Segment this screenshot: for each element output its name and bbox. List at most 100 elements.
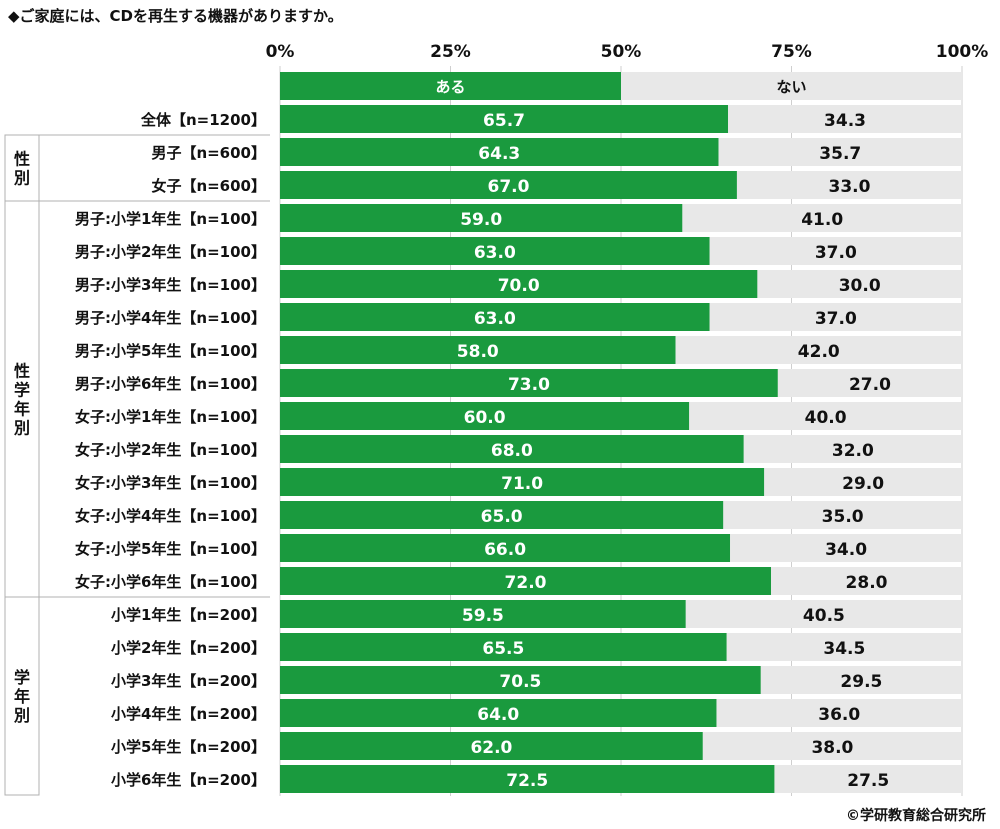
data-label-no: 37.0 [815,243,857,263]
category-label: 男子:小学4年生【n=100】 [75,309,266,327]
bar-yes [280,732,703,760]
data-label-yes: 72.5 [506,771,548,791]
bars: 65.7 34.3 64.3 35.7 67.0 33.0 59.0 41.0 63.0 37.0… [280,105,962,793]
bar-no [689,402,962,430]
data-label-yes: 65.0 [481,507,523,527]
bar-no [743,435,962,463]
group-box [4,596,40,796]
data-label-yes: 68.0 [491,441,533,461]
data-label-no: 27.5 [847,771,889,791]
data-label-no: 29.0 [842,474,884,494]
bar-yes [280,303,710,331]
bar-no [682,204,962,232]
data-label-yes: 59.0 [460,210,502,230]
category-label: 男子:小学2年生【n=100】 [75,243,266,261]
data-label-no: 33.0 [828,177,870,197]
data-label-no: 28.0 [846,573,888,593]
data-label-yes: 63.0 [474,243,516,263]
bar-yes [280,336,676,364]
category-label: 男子:小学1年生【n=100】 [75,210,266,228]
bar-yes [280,204,683,232]
bar-yes [280,402,690,430]
bar-no [718,138,962,166]
data-label-no: 36.0 [818,705,860,725]
data-label-yes: 70.5 [499,672,541,692]
data-label-no: 41.0 [801,210,843,230]
data-label-no: 30.0 [839,276,881,296]
bar-no [726,633,962,661]
category-label: 男子:小学5年生【n=100】 [75,342,266,360]
legend-row: ある ない [280,72,962,100]
x-axis-ticks: 0% 25% 50% 75% 100% [266,42,989,62]
bar-no [709,303,962,331]
x-tick-label: 25% [430,42,471,62]
data-label-yes: 60.0 [464,408,506,428]
group-label-char: 別 [14,419,30,438]
legend-label-no: ない [776,78,806,96]
data-label-no: 34.0 [825,540,867,560]
chart-question-title: ◆ご家庭には、CDを再生する機器がありますか。 [8,7,343,25]
group-label-char: 別 [14,706,30,725]
data-label-no: 40.5 [803,606,845,626]
legend-bar-yes [280,72,621,100]
bar-yes [280,435,744,463]
data-label-yes: 67.0 [487,177,529,197]
bar-yes [280,105,729,133]
bar-no [771,567,962,595]
bar-yes [280,666,761,694]
bar-yes [280,138,719,166]
bar-no [723,501,962,529]
data-label-no: 37.0 [815,309,857,329]
data-label-yes: 70.0 [498,276,540,296]
data-label-yes: 71.0 [501,474,543,494]
legend-label-yes: ある [435,78,465,96]
bar-no [675,336,962,364]
bar-no [764,468,962,496]
data-label-yes: 63.0 [474,309,516,329]
data-label-no: 29.5 [840,672,882,692]
data-label-no: 34.3 [824,111,866,131]
category-label: 小学2年生【n=200】 [111,639,266,657]
x-tick-label: 100% [936,42,989,62]
bar-no [757,270,962,298]
category-label: 小学3年生【n=200】 [111,672,266,690]
bar-no [702,732,962,760]
category-label: 男子【n=600】 [151,144,266,162]
category-label: 女子【n=600】 [151,177,266,195]
copyright-credit: ©学研教育総合研究所 [846,808,986,824]
bar-yes [280,633,727,661]
data-label-yes: 64.3 [478,144,520,164]
category-label: 女子:小学5年生【n=100】 [75,540,266,558]
data-label-no: 40.0 [805,408,847,428]
x-tick-label: 75% [771,42,812,62]
category-label: 女子:小学6年生【n=100】 [75,573,266,591]
bar-yes [280,468,765,496]
category-label: 全体【n=1200】 [140,111,266,129]
data-label-yes: 64.0 [477,705,519,725]
category-label: 女子:小学2年生【n=100】 [75,441,266,459]
category-label: 男子:小学3年生【n=100】 [75,276,266,294]
bar-no [716,699,962,727]
legend-bar-no [621,72,962,100]
bar-no [736,171,962,199]
bar-no [730,534,962,562]
data-label-no: 35.0 [822,507,864,527]
data-label-yes: 72.0 [505,573,547,593]
category-labels: 全体【n=1200】男子【n=600】女子【n=600】男子:小学1年生【n=1… [75,111,266,789]
bar-no [774,765,962,793]
group-label-char: 学 [14,381,30,400]
category-label: 小学5年生【n=200】 [111,738,266,756]
category-label: 小学6年生【n=200】 [111,771,266,789]
category-label: 小学1年生【n=200】 [111,606,266,624]
category-label: 女子:小学3年生【n=100】 [75,474,266,492]
bar-yes [280,237,710,265]
data-label-no: 27.0 [849,375,891,395]
bar-yes [280,534,731,562]
bar-yes [280,699,717,727]
bar-no [709,237,962,265]
data-label-yes: 73.0 [508,375,550,395]
bar-yes [280,171,737,199]
category-label: 女子:小学4年生【n=100】 [75,507,266,525]
